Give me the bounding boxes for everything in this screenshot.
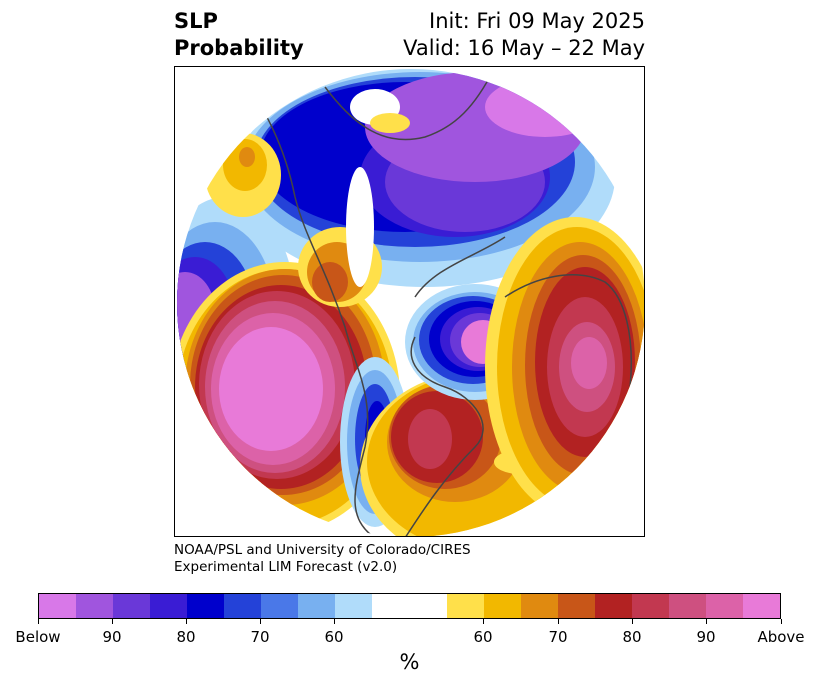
colorbar-segment [187, 594, 225, 618]
title-variable: SLP [174, 9, 218, 33]
colorbar-segment [520, 594, 558, 618]
colorbar-tick-mark [333, 619, 335, 624]
colorbar-segment [631, 594, 669, 618]
colorbar-tick-label: Above [757, 628, 805, 646]
colorbar-segment [150, 594, 188, 618]
colorbar-segment [113, 594, 151, 618]
colorbar-segment [76, 594, 114, 618]
east-asia-positive-anomaly [298, 167, 382, 307]
map-panel [174, 66, 645, 537]
colorbar-segment [705, 594, 743, 618]
credit-line-2: Experimental LIM Forecast (v2.0) [174, 559, 398, 575]
colorbar-segment [224, 594, 262, 618]
colorbar-tick-mark [37, 619, 39, 624]
colorbar-tick-mark [482, 619, 484, 624]
colorbar [38, 593, 781, 619]
colorbar-tick-label: Below [15, 628, 61, 646]
small-positive-anomaly-nw [205, 133, 281, 217]
probability-map [177, 69, 644, 536]
colorbar-tick-mark [185, 619, 187, 624]
colorbar-tick-label: 70 [250, 628, 270, 646]
colorbar-segment [446, 594, 484, 618]
colorbar-segment [261, 594, 299, 618]
colorbar-tick-label: 90 [102, 628, 122, 646]
north-pacific-positive-anomaly [177, 262, 400, 532]
colorbar-tick-mark [780, 619, 782, 624]
colorbar-segment [335, 594, 373, 618]
title-left: SLP Probability [174, 8, 304, 62]
valid-range: Valid: 16 May – 22 May [403, 36, 645, 60]
init-date: Init: Fri 09 May 2025 [429, 9, 645, 33]
colorbar-tick-mark [557, 619, 559, 624]
coastlines [234, 69, 633, 536]
colorbar-tick-label: 80 [622, 628, 642, 646]
colorbar-tick-mark [111, 619, 113, 624]
title-right: Init: Fri 09 May 2025 Valid: 16 May – 22… [403, 8, 645, 62]
credit: NOAA/PSL and University of Colorado/CIRE… [174, 542, 471, 576]
colorbar-tick-mark [259, 619, 261, 624]
colorbar-tick-label: 70 [548, 628, 568, 646]
colorbar-tick-label: 60 [473, 628, 493, 646]
title-quantity: Probability [174, 36, 304, 60]
colorbar-tick-label: 60 [324, 628, 344, 646]
colorbar-segment [39, 594, 77, 618]
credit-line-1: NOAA/PSL and University of Colorado/CIRE… [174, 542, 471, 558]
colorbar-segment [557, 594, 595, 618]
colorbar-segment [409, 594, 447, 618]
colorbar-unit: % [399, 650, 420, 674]
colorbar-segment [298, 594, 336, 618]
colorbar-tick-label: 90 [696, 628, 716, 646]
colorbar-segment [483, 594, 521, 618]
colorbar-segment [594, 594, 632, 618]
colorbar-segment [742, 594, 780, 618]
colorbar-tick-mark [705, 619, 707, 624]
colorbar-segment [668, 594, 706, 618]
colorbar-segment [372, 594, 410, 618]
colorbar-tick-mark [631, 619, 633, 624]
colorbar-tick-label: 80 [176, 628, 196, 646]
